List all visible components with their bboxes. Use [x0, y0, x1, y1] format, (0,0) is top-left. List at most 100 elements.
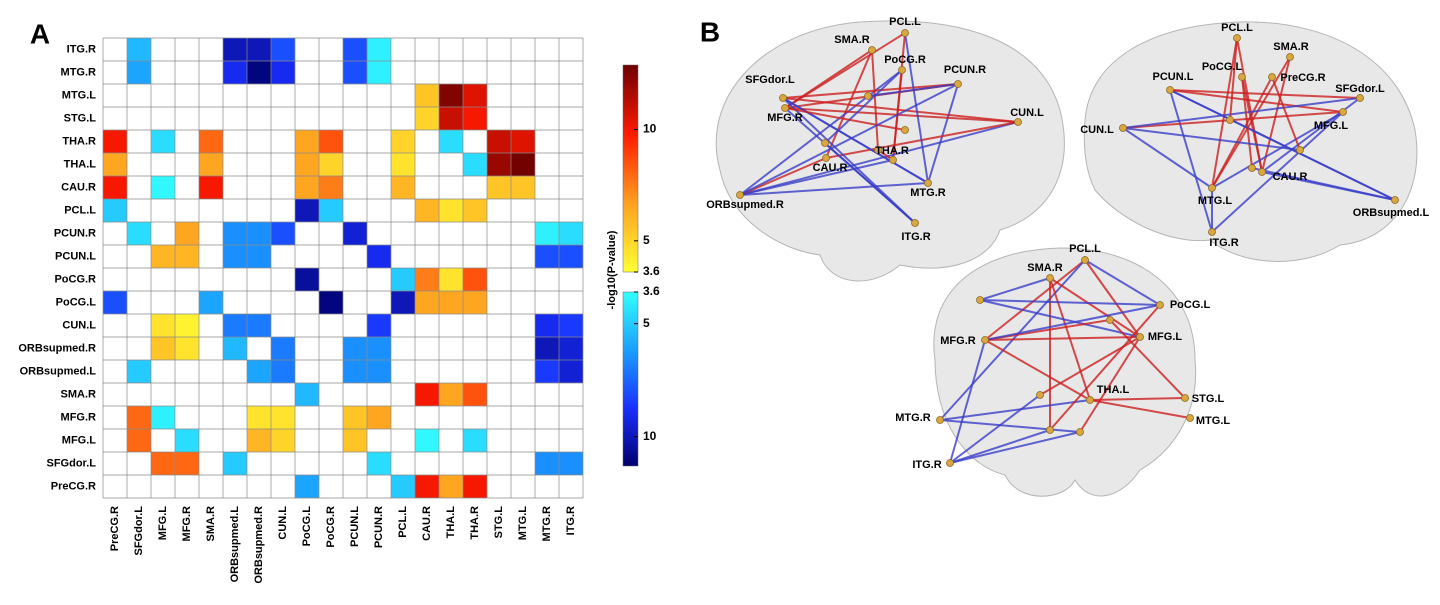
- heatmap-cell: [319, 199, 343, 222]
- heatmap-cell: [463, 429, 487, 452]
- heatmap-cell: [175, 314, 199, 337]
- row-label: MTG.R: [61, 66, 96, 78]
- heatmap-cell: [295, 383, 319, 406]
- node-label: MTG.R: [910, 187, 945, 199]
- colorbar: [622, 291, 639, 467]
- network-edge: [1122, 127, 1213, 189]
- colorbar-label: -log10(P-value): [606, 230, 618, 309]
- heatmap-cell: [223, 245, 247, 268]
- network-node: [822, 154, 830, 162]
- network-edge: [824, 142, 916, 224]
- heatmap-cell: [247, 360, 271, 383]
- network-node: [1106, 316, 1114, 324]
- column-label: PreCG.R: [109, 506, 121, 551]
- node-label: THA.L: [1097, 384, 1130, 396]
- row-label: MFG.R: [61, 411, 96, 423]
- heatmap-cell: [103, 130, 127, 153]
- node-label: ITG.R: [912, 459, 941, 471]
- column-label: PCUN.R: [373, 506, 385, 548]
- heatmap-cell: [511, 176, 535, 199]
- network-node: [1046, 426, 1054, 434]
- network-node: [1046, 274, 1054, 282]
- node-label: THA.R: [875, 145, 909, 157]
- node-label: PCUN.R: [944, 64, 986, 76]
- network-node: [1119, 124, 1127, 132]
- network-node: [924, 179, 932, 187]
- network-edge: [1229, 37, 1238, 121]
- heatmap-cell: [511, 153, 535, 176]
- node-label: PreCG.R: [1280, 72, 1325, 84]
- network-node: [1268, 73, 1276, 81]
- network-edge: [1261, 56, 1291, 173]
- row-label: CAU.R: [61, 181, 96, 193]
- column-label: THA.L: [445, 506, 457, 539]
- heatmap-cell: [439, 268, 463, 291]
- colorbar-tick-label: 5: [643, 233, 650, 247]
- network-edge: [739, 182, 929, 196]
- heatmap-cell: [415, 383, 439, 406]
- network-node: [898, 66, 906, 74]
- heatmap-cell: [559, 360, 583, 383]
- network-edge: [739, 121, 1019, 196]
- network-node: [1036, 391, 1044, 399]
- network-node: [1156, 301, 1164, 309]
- heatmap-cell: [295, 199, 319, 222]
- heatmap-cell: [247, 314, 271, 337]
- heatmap-cell: [367, 61, 391, 84]
- network-edge: [949, 429, 1051, 464]
- panel-label: A: [30, 18, 50, 49]
- heatmap-cell: [127, 222, 151, 245]
- network-node: [1356, 94, 1364, 102]
- colorbar-tick-label: 10: [643, 122, 657, 136]
- heatmap-cell: [367, 406, 391, 429]
- heatmap-cell: [391, 153, 415, 176]
- column-label: SMA.R: [205, 506, 217, 542]
- colorbar-tick-label: 5: [643, 316, 650, 330]
- row-label: MTG.L: [62, 89, 96, 101]
- heatmap-cell: [463, 107, 487, 130]
- network-node: [1181, 394, 1189, 402]
- column-label: CUN.L: [277, 506, 289, 540]
- node-label: CUN.L: [1080, 124, 1114, 136]
- heatmap-cell: [535, 314, 559, 337]
- network-node: [1391, 196, 1399, 204]
- heatmap-cell: [535, 337, 559, 360]
- heatmap-cell: [559, 314, 583, 337]
- heatmap-cell: [319, 176, 343, 199]
- row-label: THA.L: [64, 158, 97, 170]
- network-edge: [1089, 397, 1186, 401]
- network-node: [901, 29, 909, 37]
- heatmap-cell: [487, 176, 511, 199]
- node-label: PoCG.R: [884, 54, 926, 66]
- network-node: [736, 191, 744, 199]
- node-label: PCL.L: [889, 16, 921, 28]
- heatmap-cell: [343, 61, 367, 84]
- network-edge: [949, 431, 1081, 464]
- heatmap-cell: [463, 383, 487, 406]
- node-label: CAU.R: [813, 162, 848, 174]
- network-edge: [979, 299, 1141, 338]
- row-label: ORBsupmed.R: [18, 342, 96, 354]
- heatmap-cell: [175, 452, 199, 475]
- network-node: [1136, 333, 1144, 341]
- heatmap-cell: [391, 268, 415, 291]
- heatmap-cell: [391, 176, 415, 199]
- heatmap-cell: [223, 38, 247, 61]
- column-label: PoCG.L: [301, 506, 313, 547]
- network-node: [1258, 168, 1266, 176]
- heatmap-cell: [199, 153, 223, 176]
- heatmap-cell: [343, 337, 367, 360]
- heatmap-cell: [511, 130, 535, 153]
- heatmap-cell: [295, 153, 319, 176]
- network-edge: [927, 83, 959, 184]
- column-label: MTG.L: [517, 506, 529, 540]
- heatmap-cell: [295, 130, 319, 153]
- heatmap-cell: [295, 475, 319, 498]
- network-edge: [1211, 111, 1344, 233]
- node-label: MTG.R: [895, 412, 930, 424]
- node-label: STG.L: [1192, 393, 1225, 405]
- heatmap-cell: [319, 291, 343, 314]
- node-label: MFG.L: [1148, 331, 1182, 343]
- heatmap-cell: [367, 452, 391, 475]
- network-edge: [979, 299, 1161, 306]
